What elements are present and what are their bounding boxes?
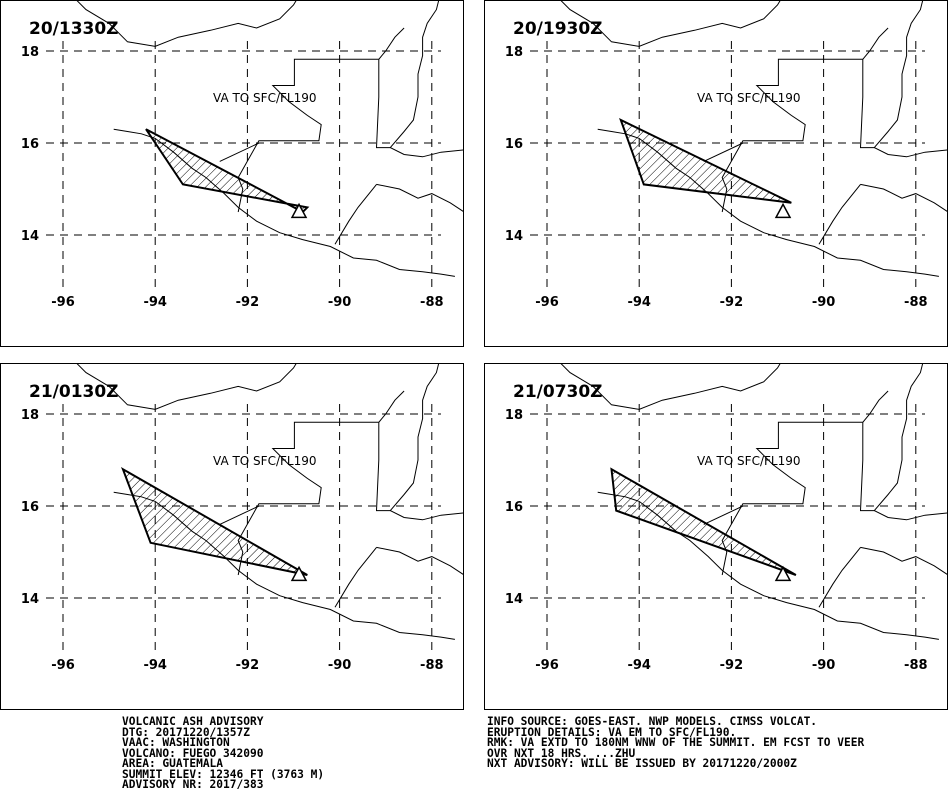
latitude-tick-label: 18 [505, 408, 523, 423]
coastline-border [76, 1, 297, 47]
ash-cloud-polygon [610, 467, 797, 576]
longitude-tick-label: -88 [904, 658, 928, 673]
ash-height-label: VA TO SFC/FL190 [697, 454, 801, 468]
longitude-tick-label: -90 [328, 658, 352, 673]
footer-line: ERUPTION DETAILS: VA EM TO SFC/FL190. [487, 725, 737, 739]
longitude-tick-label: -96 [535, 295, 559, 310]
map-panel-4: -96 -94 -92 -90 -88 18 16 14 21/0730Z VA TO SFC… [484, 363, 948, 710]
coastline-border [376, 546, 463, 575]
coastline-border [334, 547, 377, 608]
footer-line: DTG: 20171220/1357Z [122, 725, 250, 739]
longitude-tick-label: -88 [420, 658, 444, 673]
footer-line: NXT ADVISORY: WILL BE ISSUED BY 20171220… [487, 757, 797, 770]
longitude-tick-label: -88 [904, 295, 928, 310]
coastline-border [862, 27, 889, 60]
longitude-tick-label: -94 [143, 658, 167, 673]
label-leader-line [219, 142, 260, 162]
coastline-border [862, 390, 889, 423]
coastline-border [860, 546, 947, 575]
map-panel-1: -96 -94 -92 -90 -88 18 16 14 20/1330Z VA TO SFC… [0, 0, 464, 347]
longitude-tick-label: -96 [51, 295, 75, 310]
ash-height-label: VA TO SFC/FL190 [697, 91, 801, 105]
volcano-icon [774, 565, 792, 582]
ash-height-label: VA TO SFC/FL190 [213, 91, 317, 105]
latitude-tick-label: 16 [505, 500, 523, 515]
coastline-border [859, 422, 875, 512]
ash-height-label: VA TO SFC/FL190 [213, 454, 317, 468]
longitude-tick-label: -90 [812, 658, 836, 673]
coastline-border [389, 1, 463, 158]
map-canvas: -96 -94 -92 -90 -88 18 16 14 [505, 1, 947, 310]
volcano-icon [290, 202, 308, 219]
coastline-border [873, 364, 947, 521]
footer-line: VOLCANIC ASH ADVISORY [122, 715, 264, 728]
latitude-tick-label: 18 [21, 45, 39, 60]
latitude-tick-label: 14 [21, 592, 39, 607]
longitude-tick-label: -94 [143, 295, 167, 310]
coastline-border [334, 184, 377, 245]
footer-line: AREA: GUATEMALA [122, 757, 224, 770]
coastline-border [389, 364, 463, 521]
latitude-tick-label: 18 [21, 408, 39, 423]
volcano-icon [774, 202, 792, 219]
footer-line: VAAC: WASHINGTON [122, 736, 230, 749]
ash-cloud-polygon [145, 128, 310, 214]
coastline-border [818, 184, 861, 245]
coastline-border [375, 59, 391, 149]
footer-line: VOLCANO: FUEGO 342090 [122, 746, 264, 760]
longitude-tick-label: -92 [236, 295, 260, 310]
longitude-tick-label: -92 [236, 658, 260, 673]
map-panel-3: -96 -94 -92 -90 -88 18 16 14 21/0130Z VA TO SFC… [0, 363, 464, 710]
coastline-border [873, 1, 947, 158]
latitude-tick-label: 16 [21, 500, 39, 515]
map-canvas: -96 -94 -92 -90 -88 18 16 14 [21, 364, 463, 673]
coastline-border [818, 547, 861, 608]
coastline-border [378, 390, 405, 423]
coastline-border [560, 364, 781, 410]
panel-time-label: 20/1930Z [513, 19, 603, 39]
longitude-tick-label: -96 [535, 658, 559, 673]
longitude-tick-label: -90 [812, 295, 836, 310]
coastline-border [376, 183, 463, 212]
coastline-border [560, 1, 781, 47]
advisory-header-block: VOLCANIC ASH ADVISORY DTG: 20171220/1357… [122, 715, 325, 791]
footer-line: OVR NXT 18 HRS. ...ZHU [487, 746, 636, 760]
footer-line: SUMMIT ELEV: 12346 FT (3763 M) [122, 767, 325, 781]
map-panel-2: -96 -94 -92 -90 -88 18 16 14 20/1930Z VA TO SFC… [484, 0, 948, 347]
panel-time-label: 20/1330Z [29, 19, 119, 39]
label-leader-line [703, 505, 744, 525]
ash-cloud-polygon [120, 466, 308, 576]
longitude-tick-label: -92 [720, 295, 744, 310]
coastline-border [860, 183, 947, 212]
longitude-tick-label: -90 [328, 295, 352, 310]
label-leader-line [219, 505, 260, 525]
ash-cloud-polygon [619, 118, 792, 204]
map-canvas: -96 -94 -92 -90 -88 18 16 14 [505, 364, 947, 673]
latitude-tick-label: 14 [505, 229, 523, 244]
footer-line: RMK: VA EXTD TO 180NM WNW OF THE SUMMIT.… [487, 736, 865, 749]
panel-time-label: 21/0730Z [513, 382, 603, 402]
advisory-details-block: INFO SOURCE: GOES-EAST. NWP MODELS. CIMS… [487, 715, 865, 770]
coastline-border [375, 422, 391, 512]
longitude-tick-label: -92 [720, 658, 744, 673]
map-canvas: -96 -94 -92 -90 -88 18 16 14 [21, 1, 463, 310]
label-leader-line [703, 142, 744, 162]
latitude-tick-label: 16 [21, 137, 39, 152]
panel-time-label: 21/0130Z [29, 382, 119, 402]
longitude-tick-label: -94 [627, 658, 651, 673]
longitude-tick-label: -96 [51, 658, 75, 673]
coastline-border [378, 27, 405, 60]
latitude-tick-label: 18 [505, 45, 523, 60]
footer-line: INFO SOURCE: GOES-EAST. NWP MODELS. CIMS… [487, 715, 818, 728]
coastline-border [859, 59, 875, 149]
longitude-tick-label: -88 [420, 295, 444, 310]
latitude-tick-label: 16 [505, 137, 523, 152]
footer-line: ADVISORY NR: 2017/383 [122, 778, 264, 791]
coastline-border [76, 364, 297, 410]
latitude-tick-label: 14 [505, 592, 523, 607]
volcano-icon [290, 565, 308, 582]
longitude-tick-label: -94 [627, 295, 651, 310]
latitude-tick-label: 14 [21, 229, 39, 244]
